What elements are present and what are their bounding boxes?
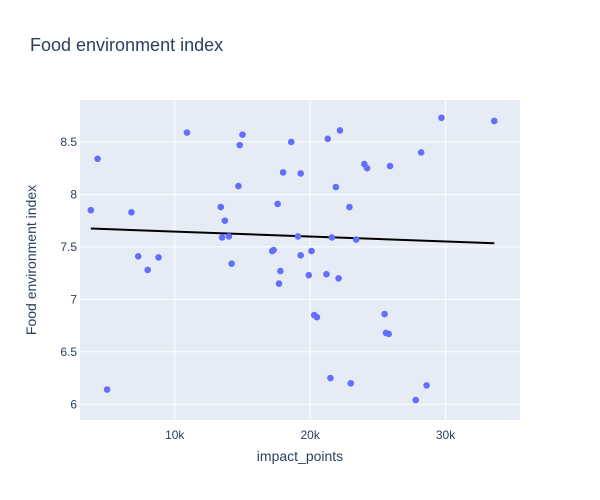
scatter-point [381, 310, 388, 318]
scatter-point [144, 266, 151, 274]
scatter-point [274, 200, 281, 208]
y-tick-label: 7.5 [60, 240, 77, 254]
scatter-point [228, 260, 235, 267]
scatter-point [239, 131, 246, 138]
grid-lines [80, 100, 520, 420]
scatter-point [412, 396, 420, 404]
y-axis-label: Food environment index [23, 185, 39, 335]
y-tick-label: 8 [70, 187, 77, 201]
scatter-point [352, 236, 360, 243]
scatter-point [103, 386, 111, 393]
x-tick-label: 10k [165, 428, 185, 442]
scatter-point [218, 234, 226, 241]
scatter-point [217, 203, 225, 211]
scatter-point [346, 203, 353, 211]
scatter-point [287, 138, 295, 146]
scatter-point [363, 164, 371, 172]
y-tick-label: 6.5 [60, 345, 77, 359]
scatter-point [332, 183, 340, 191]
scatter-point [297, 170, 304, 177]
scatter-point [335, 275, 342, 282]
scatter-point [155, 254, 162, 261]
trendline [90, 227, 495, 245]
y-tick-label: 6 [70, 397, 77, 411]
scatter-point [328, 234, 336, 241]
x-tick-label: 30k [436, 428, 456, 442]
scatter-point [225, 233, 233, 240]
plot-area [80, 100, 520, 420]
scatter-point [327, 374, 334, 382]
y-axis-ticks: 6 6.5 7 7.5 8 8.5 [60, 135, 77, 411]
scatter-point [347, 379, 355, 387]
scatter-point [438, 114, 445, 122]
scatter-point [236, 141, 244, 149]
scatter-point [385, 330, 392, 338]
scatter-point [336, 127, 344, 134]
x-tick-label: 20k [300, 428, 320, 442]
x-axis-label: impact_points [257, 448, 343, 464]
scatter-point [128, 208, 135, 216]
scatter-point [279, 169, 287, 176]
scatter-point [490, 117, 498, 125]
scatter-point [183, 129, 191, 136]
scatter-point [275, 280, 283, 287]
y-tick-label: 8.5 [60, 135, 77, 149]
scatter-point [87, 206, 95, 214]
scatter-point [270, 246, 277, 254]
scatter-point [423, 382, 430, 389]
scatter-point [305, 271, 313, 279]
scatter-point [277, 267, 284, 275]
scatter-point [94, 155, 101, 163]
scatter-point [297, 251, 304, 259]
scatter-point [134, 253, 142, 260]
scatter-point [294, 233, 302, 240]
chart-title: Food environment index [30, 35, 223, 55]
scatter-point [323, 270, 330, 278]
scatter-points [87, 114, 498, 404]
scatter-point [308, 247, 315, 255]
x-axis-ticks: 10k 20k 30k [165, 428, 456, 442]
scatter-point [235, 182, 242, 190]
scatter-point [417, 149, 425, 156]
scatter-point [221, 217, 229, 224]
scatter-point [386, 162, 394, 170]
scatter-point [324, 135, 332, 143]
y-tick-label: 7 [70, 292, 77, 306]
trendline-group [90, 227, 495, 245]
scatter-point [313, 313, 321, 321]
